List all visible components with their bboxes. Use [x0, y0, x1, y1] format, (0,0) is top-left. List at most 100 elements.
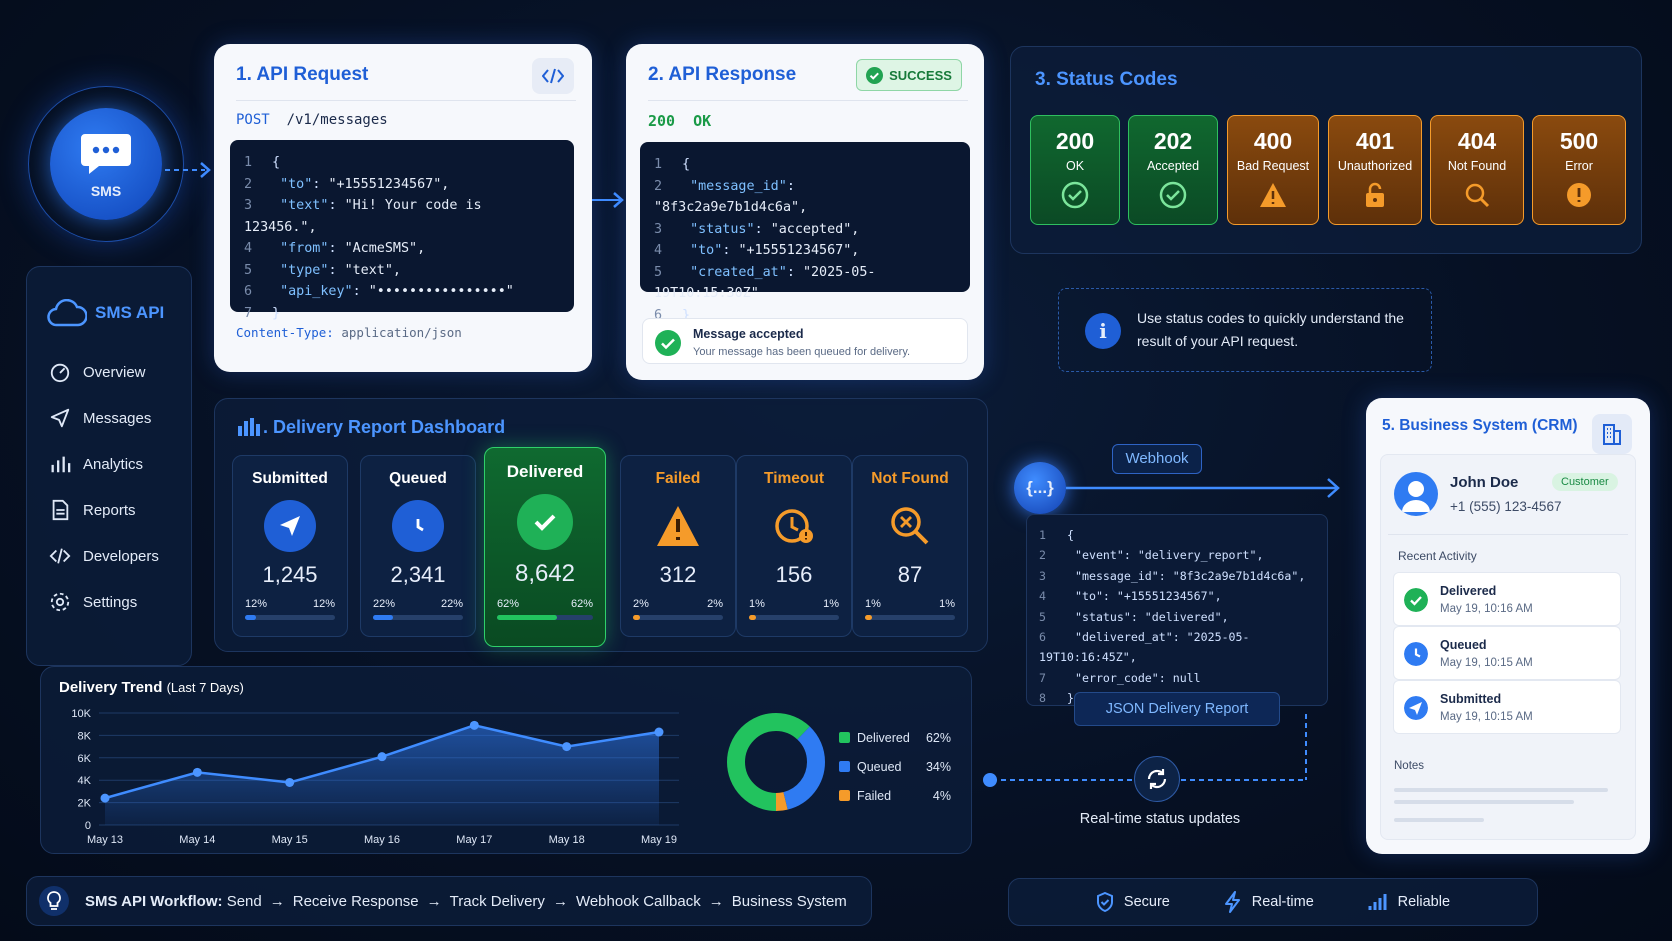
- dashboard-title: . Delivery Report Dashboard: [263, 417, 506, 437]
- sidebar-item-label: Messages: [83, 409, 152, 427]
- trend-point: [469, 720, 479, 730]
- delivery-donut: [727, 713, 825, 811]
- response-code-block: 1{2 "message_id": "8f3c2a9e7b1d4c6a", 3 "…: [640, 142, 970, 323]
- code-line: 3 "message_id": "8f3c2a9e7b1d4c6a",: [1039, 568, 1306, 583]
- code-line: 6 "api_key": "••••••••••••••••": [244, 284, 514, 299]
- status-code-200: 200 OK: [1030, 115, 1120, 225]
- metric-progress: [497, 615, 593, 620]
- http-method: POST: [236, 112, 270, 128]
- status-code-400: 400 Bad Request: [1227, 115, 1319, 225]
- arrow-icon: →: [552, 892, 568, 910]
- code-line: 5 "status": "delivered",: [1039, 609, 1229, 624]
- gauge-icon: [50, 363, 70, 383]
- metric-failed[interactable]: Failed 312 2% 2%: [620, 455, 736, 637]
- webhook-icon: {...}: [1014, 462, 1066, 514]
- flow-arrow-request: [165, 162, 211, 178]
- send-icon: [1404, 696, 1428, 720]
- code-line: 3 "status": "accepted",: [654, 221, 860, 237]
- code-toggle-button[interactable]: [532, 58, 574, 94]
- endpoint-path: /v1/messages: [286, 112, 388, 128]
- search-icon: [1465, 183, 1490, 208]
- trend-point: [654, 727, 664, 737]
- trend-point: [562, 742, 572, 752]
- sidebar-item-settings[interactable]: Settings: [27, 579, 191, 625]
- chart-subtitle: (Last 7 Days): [166, 680, 244, 695]
- shield-icon: [1096, 892, 1113, 912]
- notes-line: [1394, 788, 1608, 792]
- sidebar-item-reports[interactable]: Reports: [27, 487, 191, 533]
- metric-queued[interactable]: Queued 2,341 22% 22%: [360, 455, 476, 637]
- check-circle-icon: [1061, 181, 1089, 209]
- bar-chart-icon: [51, 456, 71, 473]
- flow-arrow-webhook: [1066, 478, 1340, 498]
- sidebar-item-label: Analytics: [83, 455, 144, 473]
- code-line: 5 "type": "text",: [244, 262, 401, 278]
- activity-item[interactable]: Delivered May 19, 10:16 AM: [1393, 572, 1621, 626]
- check-circle-icon: [1159, 181, 1187, 209]
- check-circle-icon: [655, 330, 681, 356]
- notes-line: [1394, 818, 1484, 822]
- metric-not-found[interactable]: Not Found 87 1% 1%: [852, 455, 968, 637]
- sidebar-item-overview[interactable]: Overview: [27, 349, 191, 395]
- refresh-icon: [1134, 756, 1180, 802]
- warning-icon: [1260, 183, 1286, 207]
- workflow-step: Business System: [731, 892, 847, 910]
- sidebar-item-messages[interactable]: Messages: [27, 395, 191, 441]
- sidebar-item-label: Settings: [83, 593, 138, 611]
- workflow-step: Receive Response: [292, 892, 419, 910]
- status-code-401: 401 Unauthorized: [1328, 115, 1422, 225]
- y-tick-label: 4K: [78, 775, 92, 787]
- status-code-500: 500 Error: [1532, 115, 1626, 225]
- code-line: 6}: [654, 307, 691, 323]
- webhook-code-block: 1{2 "event": "delivery_report", 3 "message_…: [1026, 514, 1328, 706]
- check-circle-icon: [1404, 588, 1428, 612]
- sidebar-item-developers[interactable]: Developers: [27, 533, 191, 579]
- metric-delivered[interactable]: Delivered 8,642 62% 62%: [484, 447, 606, 647]
- x-tick-label: May 14: [179, 834, 215, 846]
- cloud-icon: [47, 299, 87, 327]
- sms-label: SMS: [90, 183, 122, 199]
- status-info: i Use status codes to quickly understand…: [1058, 288, 1432, 372]
- x-tick-label: May 15: [272, 834, 308, 846]
- card-title: 5. Business System (CRM): [1382, 417, 1578, 434]
- sidebar-item-label: Developers: [83, 547, 159, 565]
- metric-progress: [749, 615, 839, 620]
- customer-tag: Customer: [1552, 473, 1618, 491]
- metric-progress: [865, 615, 955, 620]
- workflow-step: Send: [226, 892, 262, 910]
- code-line: 1{: [654, 157, 691, 172]
- flow-arrow-response: [592, 192, 624, 208]
- activity-item[interactable]: Submitted May 19, 10:15 AM: [1393, 680, 1621, 734]
- y-tick-label: 10K: [71, 708, 91, 720]
- sidebar-item-label: Reports: [83, 501, 136, 519]
- lightning-icon: [1224, 891, 1240, 913]
- clock-icon: [392, 500, 444, 552]
- content-type-label: Content-Type:: [236, 325, 334, 340]
- notes-line: [1394, 800, 1574, 804]
- trend-point: [285, 777, 295, 787]
- code-line: 1{: [1039, 528, 1074, 542]
- features-bar: Secure Real-time Reliable: [1008, 878, 1538, 926]
- card-title: 2. API Response: [648, 64, 797, 85]
- activity-item[interactable]: Queued May 19, 10:15 AM: [1393, 626, 1621, 680]
- metric-submitted[interactable]: Submitted 1,245 12% 12%: [232, 455, 348, 637]
- workflow-step: Track Delivery: [449, 892, 545, 910]
- trend-point: [192, 767, 202, 777]
- donut-legend: Delivered 62% Queued 34% Failed 4%: [839, 723, 951, 810]
- code-line: 1{: [244, 155, 281, 170]
- note-title: Message accepted: [693, 327, 804, 341]
- recent-activity-label: Recent Activity: [1398, 549, 1477, 563]
- trend-chart: 10K 8K 6K 4K 2K 0 May 13 May 14 May 15 May 16 May …: [71, 708, 679, 846]
- panel-title: 3. Status Codes: [1035, 69, 1178, 90]
- code-line: 7 "error_code": null: [1039, 670, 1201, 685]
- lightbulb-icon: [39, 886, 69, 916]
- workflow-bar: SMS API Workflow: Send → Receive Response →…: [26, 876, 872, 926]
- realtime-label: Real-time status updates: [1079, 811, 1241, 827]
- card-title: 1. API Request: [236, 64, 369, 85]
- metric-value: 8,642: [514, 560, 576, 587]
- donut-slice-queued: [727, 713, 825, 811]
- metric-timeout[interactable]: Timeout 156 1% 1%: [736, 455, 852, 637]
- sidebar: SMS API Overview Messages Analytics Repo…: [26, 266, 192, 666]
- sidebar-item-analytics[interactable]: Analytics: [27, 441, 191, 487]
- code-line: 4 "from": "AcmeSMS",: [244, 241, 426, 256]
